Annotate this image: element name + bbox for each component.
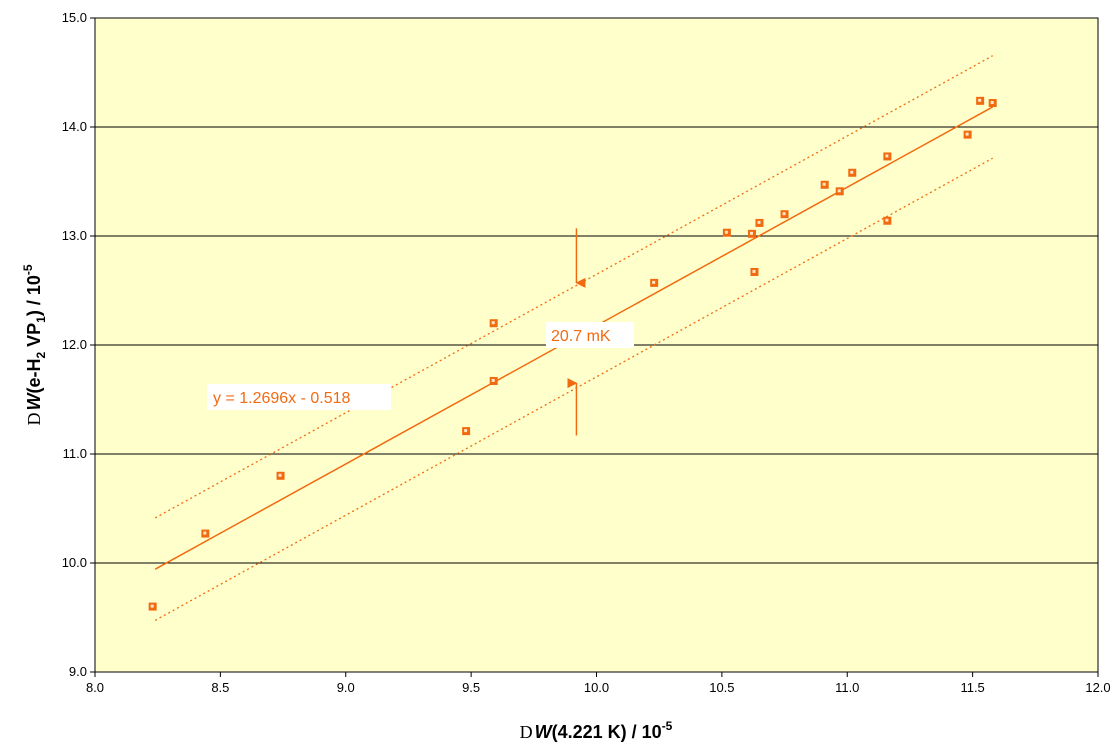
data-point — [755, 218, 764, 227]
data-point — [883, 152, 892, 161]
x-axis-title: D W(4.221 K) / 10-5 — [520, 719, 673, 742]
equation-annotation: y = 1.2696x - 0.518 — [207, 384, 391, 410]
data-point — [148, 602, 157, 611]
x-tick-label: 9.0 — [337, 680, 355, 695]
x-tick-label: 12.0 — [1085, 680, 1110, 695]
x-tick-label: 11.5 — [960, 680, 984, 695]
data-point-center — [203, 531, 207, 535]
data-point — [650, 278, 659, 287]
data-point — [747, 229, 756, 238]
x-tick-label: 8.5 — [211, 680, 229, 695]
x-tick-label: 9.5 — [462, 680, 480, 695]
data-point-center — [990, 101, 994, 105]
data-point — [276, 471, 285, 480]
data-point-center — [652, 280, 656, 284]
data-point-center — [850, 170, 854, 174]
x-tick-label: 8.0 — [86, 680, 104, 695]
data-point — [963, 130, 972, 139]
equation-box — [207, 384, 391, 410]
data-point-center — [752, 269, 756, 273]
data-point-center — [150, 604, 154, 608]
data-point-center — [757, 220, 761, 224]
data-point — [835, 187, 844, 196]
band-width-annotation: 20.7 mK — [546, 322, 634, 348]
data-point-center — [491, 321, 495, 325]
band-width-label: 20.7 mK — [551, 328, 611, 345]
y-axis-ticks: 9.0 10.0 11.0 12.0 13.0 14.0 15.0 — [62, 10, 95, 679]
y-axis-title: DW(e-H2 VP1) / 10-5 — [21, 264, 48, 425]
equation-label: y = 1.2696x - 0.518 — [213, 390, 351, 407]
data-point-center — [822, 182, 826, 186]
data-point — [489, 319, 498, 328]
y-tick-label: 11.0 — [63, 446, 87, 461]
data-point — [722, 228, 731, 237]
data-point — [988, 99, 997, 108]
data-point-center — [885, 154, 889, 158]
data-point — [201, 529, 210, 538]
data-point — [750, 267, 759, 276]
data-points — [148, 96, 997, 611]
data-point-center — [724, 230, 728, 234]
data-point — [489, 376, 498, 385]
data-point — [780, 210, 789, 219]
data-point — [848, 168, 857, 177]
y-tick-label: 10.0 — [62, 555, 87, 570]
data-point-center — [464, 429, 468, 433]
x-tick-label: 10.5 — [709, 680, 734, 695]
y-tick-label: 9.0 — [69, 664, 87, 679]
x-tick-label: 10.0 — [584, 680, 609, 695]
data-point-center — [965, 132, 969, 136]
data-point-center — [837, 189, 841, 193]
y-tick-label: 12.0 — [62, 337, 87, 352]
data-point-center — [782, 212, 786, 216]
x-axis-ticks: 8.0 8.5 9.0 9.5 10.0 10.5 11.0 11.5 12.0 — [86, 672, 1111, 695]
data-point — [883, 216, 892, 225]
data-point-center — [749, 231, 753, 235]
data-point — [462, 427, 471, 436]
data-point-center — [491, 378, 495, 382]
x-tick-label: 11.0 — [835, 680, 859, 695]
data-point-center — [278, 473, 282, 477]
y-tick-label: 13.0 — [62, 228, 87, 243]
data-point-center — [885, 218, 889, 222]
data-point-center — [978, 98, 982, 102]
gridlines — [95, 126, 1098, 564]
y-tick-label: 14.0 — [62, 119, 87, 134]
data-point — [976, 96, 985, 105]
band-width-box — [546, 322, 634, 348]
y-tick-label: 15.0 — [62, 10, 87, 25]
data-point — [820, 180, 829, 189]
